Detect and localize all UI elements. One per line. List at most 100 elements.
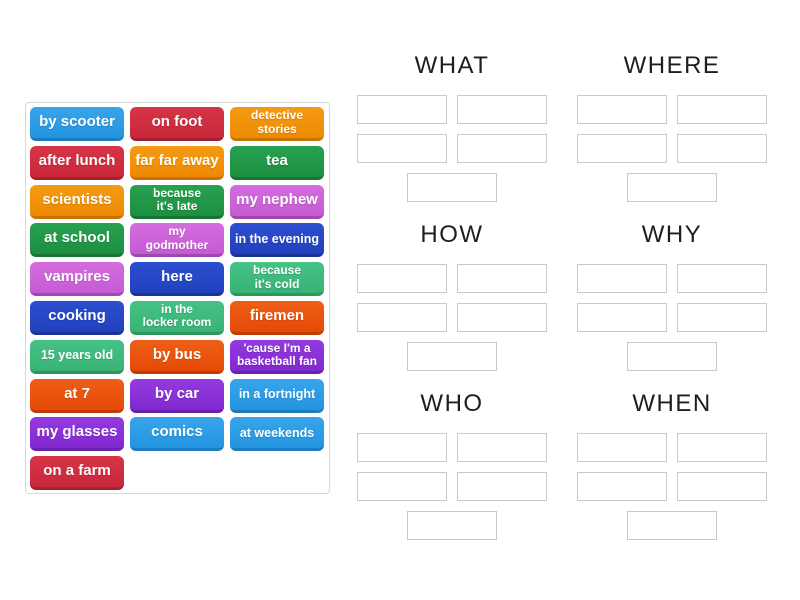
- word-tile-label: detective stories: [250, 108, 304, 136]
- drop-slot[interactable]: [577, 303, 667, 332]
- drop-slot[interactable]: [577, 95, 667, 124]
- drop-slot[interactable]: [457, 264, 547, 293]
- slot-grid: [577, 433, 767, 540]
- drop-slot[interactable]: [357, 472, 447, 501]
- word-tile-label: tea: [266, 151, 288, 169]
- drop-slot[interactable]: [677, 433, 767, 462]
- drop-slot[interactable]: [577, 134, 667, 163]
- drop-slot[interactable]: [627, 173, 717, 202]
- drop-slot[interactable]: [677, 472, 767, 501]
- word-tile[interactable]: on a farm: [30, 456, 124, 491]
- slot-grid: [577, 264, 767, 371]
- word-tile-label: 15 years old: [40, 348, 114, 363]
- drop-slot[interactable]: [457, 433, 547, 462]
- drop-slot[interactable]: [677, 303, 767, 332]
- word-tile[interactable]: because it's cold: [230, 262, 324, 297]
- word-tile[interactable]: after lunch: [30, 145, 124, 180]
- word-tile[interactable]: 'cause I'm a basketball fan: [230, 339, 324, 374]
- drop-slot[interactable]: [357, 134, 447, 163]
- category-title: WHAT: [414, 52, 490, 79]
- slot-grid: [357, 433, 547, 540]
- slot-grid: [357, 264, 547, 371]
- category-group-what: WHAT: [357, 50, 547, 202]
- word-bank: by scooter on foot detective stories after …: [25, 102, 330, 494]
- word-tile-label: on a farm: [43, 462, 111, 480]
- drop-slot[interactable]: [677, 95, 767, 124]
- category-title: WHO: [420, 390, 484, 417]
- word-tile-label: because it's cold: [252, 263, 302, 291]
- word-tile[interactable]: in the locker room: [130, 300, 224, 335]
- drop-slot[interactable]: [577, 472, 667, 501]
- word-tile[interactable]: here: [130, 262, 224, 297]
- word-tile[interactable]: cooking: [30, 300, 124, 335]
- word-tile[interactable]: firemen: [230, 300, 324, 335]
- word-tile[interactable]: my glasses: [30, 417, 124, 452]
- word-tile[interactable]: by bus: [130, 339, 224, 374]
- drop-slot[interactable]: [457, 134, 547, 163]
- category-group-why: WHY: [577, 219, 767, 371]
- word-tile-label: in the locker room: [142, 302, 212, 330]
- word-tile[interactable]: 15 years old: [30, 339, 124, 374]
- word-tile-label: my nephew: [236, 190, 318, 208]
- word-tile[interactable]: scientists: [30, 184, 124, 219]
- word-tile-label: by car: [154, 384, 200, 402]
- word-tile-label: my godmother: [145, 224, 209, 252]
- drop-slot[interactable]: [407, 342, 497, 371]
- word-tile-label: by scooter: [39, 113, 115, 131]
- drop-slot[interactable]: [677, 134, 767, 163]
- category-group-how: HOW: [357, 219, 547, 371]
- word-tile[interactable]: on foot: [130, 107, 224, 141]
- word-tile-label: in a fortnight: [238, 387, 316, 402]
- word-tile[interactable]: comics: [130, 417, 224, 452]
- word-tile-label: my glasses: [36, 423, 118, 441]
- word-tile[interactable]: detective stories: [230, 107, 324, 141]
- drop-slot[interactable]: [357, 433, 447, 462]
- drop-slot[interactable]: [457, 95, 547, 124]
- drop-slot[interactable]: [357, 95, 447, 124]
- word-tile-label: vampires: [44, 268, 110, 286]
- word-tile-label: scientists: [42, 190, 112, 208]
- word-tile[interactable]: by scooter: [30, 107, 124, 141]
- word-tile-label: comics: [151, 423, 203, 441]
- drop-slot[interactable]: [457, 303, 547, 332]
- word-tile-label: firemen: [249, 307, 305, 325]
- drop-slot[interactable]: [457, 472, 547, 501]
- word-tile[interactable]: my godmother: [130, 223, 224, 258]
- word-tile-label: here: [161, 268, 193, 286]
- drop-slot[interactable]: [577, 264, 667, 293]
- drop-slot[interactable]: [357, 264, 447, 293]
- word-tile[interactable]: my nephew: [230, 184, 324, 219]
- category-title: HOW: [420, 221, 484, 248]
- word-tile[interactable]: at school: [30, 223, 124, 258]
- group-sort-area: WHAT WHERE HOW WHY WHO WHEN: [357, 50, 767, 540]
- word-tile-label: 'cause I'm a basketball fan: [236, 340, 318, 369]
- slot-grid: [357, 95, 547, 202]
- drop-slot[interactable]: [357, 303, 447, 332]
- word-tile[interactable]: in a fortnight: [230, 378, 324, 413]
- word-tile[interactable]: by car: [130, 378, 224, 413]
- word-tile-label: by bus: [152, 345, 202, 363]
- drop-slot[interactable]: [407, 511, 497, 540]
- word-tile[interactable]: because it's late: [130, 184, 224, 219]
- word-tile-label: cooking: [48, 307, 106, 325]
- category-group-where: WHERE: [577, 50, 767, 202]
- word-tile[interactable]: at weekends: [230, 417, 324, 452]
- slot-grid: [577, 95, 767, 202]
- word-tile-label: in the evening: [234, 231, 320, 246]
- category-group-when: WHEN: [577, 388, 767, 540]
- drop-slot[interactable]: [677, 264, 767, 293]
- word-tile[interactable]: far far away: [130, 145, 224, 180]
- word-tile[interactable]: tea: [230, 145, 324, 180]
- word-tile-label: on foot: [151, 113, 203, 131]
- category-title: WHERE: [623, 52, 721, 79]
- word-tile-label: at school: [44, 229, 110, 247]
- drop-slot[interactable]: [407, 173, 497, 202]
- word-tile[interactable]: in the evening: [230, 223, 324, 258]
- word-tile[interactable]: vampires: [30, 262, 124, 297]
- drop-slot[interactable]: [577, 433, 667, 462]
- drop-slot[interactable]: [627, 342, 717, 371]
- word-tile[interactable]: at 7: [30, 378, 124, 413]
- category-title: WHEN: [632, 390, 712, 417]
- category-group-who: WHO: [357, 388, 547, 540]
- drop-slot[interactable]: [627, 511, 717, 540]
